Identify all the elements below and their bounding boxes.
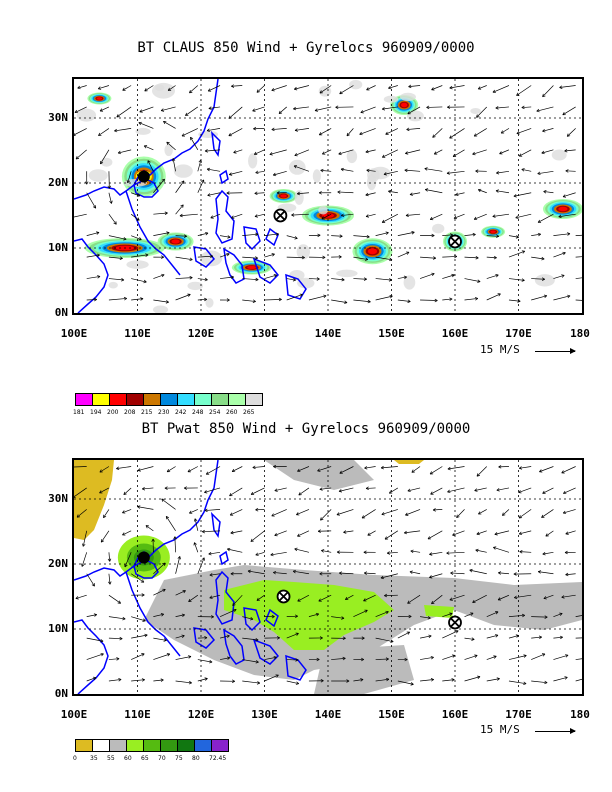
colorbar-swatch <box>228 393 246 406</box>
colorbar-label: 181 <box>73 409 85 416</box>
x-tick-label: 130E <box>251 327 278 340</box>
colorbar-swatch <box>143 393 161 406</box>
colorbar-label: 65 <box>141 755 149 762</box>
x-tick-label: 130E <box>251 708 278 721</box>
wind-vectors <box>74 84 582 304</box>
x-tick-label: 160E <box>441 327 469 340</box>
colorbar-swatch <box>194 739 212 752</box>
panel-2-title: BT Pwat 850 Wind + Gyrelocs 960909/0000 <box>141 421 471 437</box>
colorbar-label: 60 <box>124 755 132 762</box>
y-tick-label: 20N <box>48 176 68 189</box>
colorbar-swatch <box>109 393 127 406</box>
colorbar-swatch <box>126 739 144 752</box>
x-tick-label: 110E <box>124 327 151 340</box>
colorbar-swatch <box>92 739 110 752</box>
x-tick-label: 150E <box>378 708 405 721</box>
x-tick-label: 180 <box>570 708 590 721</box>
panel-1-unit-arrow <box>535 348 576 354</box>
wind-vectors <box>74 464 582 686</box>
gyre-cross-marker <box>448 615 462 630</box>
x-tick-label: 120E <box>187 327 215 340</box>
panel-1-unit-label: 15 M/S <box>480 343 520 356</box>
colorbar-swatch <box>160 393 178 406</box>
claus-map-panel <box>72 77 584 315</box>
colorbar-label: 72.45 <box>209 755 227 762</box>
y-tick-label: 0N <box>54 306 68 319</box>
x-tick-label: 100E <box>60 327 88 340</box>
x-tick-label: 170E <box>505 708 532 721</box>
colorbar-label: 194 <box>90 409 102 416</box>
panel-2-colorbar <box>75 739 229 752</box>
pwat-map-canvas <box>74 460 582 694</box>
colorbar-label: 0 <box>73 755 77 762</box>
colorbar-label: 248 <box>192 409 204 416</box>
colorbar-label: 75 <box>175 755 183 762</box>
x-tick-label: 160E <box>441 708 469 721</box>
colorbar-label: 55 <box>107 755 115 762</box>
claus-map-canvas <box>74 79 582 313</box>
colorbar-swatch <box>109 739 127 752</box>
y-tick-label: 20N <box>48 557 68 570</box>
y-tick-label: 10N <box>48 241 68 254</box>
panel-1-title: BT CLAUS 850 Wind + Gyrelocs 960909/0000 <box>137 40 475 56</box>
colorbar-swatch <box>160 739 178 752</box>
colorbar-label: 260 <box>226 409 238 416</box>
x-tick-label: 120E <box>187 708 215 721</box>
colorbar-swatch <box>177 393 195 406</box>
x-tick-label: 140E <box>314 327 342 340</box>
colorbar-label: 230 <box>158 409 170 416</box>
gyre-cross-marker <box>448 234 462 249</box>
colorbar-label: 215 <box>141 409 153 416</box>
colorbar-swatch <box>194 393 212 406</box>
colorbar-swatch <box>211 393 229 406</box>
colorbar-label: 265 <box>243 409 255 416</box>
y-tick-label: 0N <box>54 687 68 700</box>
panel-2-unit-label: 15 M/S <box>480 723 520 736</box>
pwat-map-panel <box>72 458 584 696</box>
panel-2-unit-arrow <box>535 728 576 734</box>
colorbar-label: 254 <box>209 409 221 416</box>
x-tick-label: 180 <box>570 327 590 340</box>
colorbar-swatch <box>143 739 161 752</box>
colorbar-swatch <box>177 739 195 752</box>
colorbar-swatch <box>92 393 110 406</box>
colorbar-label: 208 <box>124 409 136 416</box>
colorbar-swatch <box>75 739 93 752</box>
colorbar-swatch <box>245 393 263 406</box>
gyre-cross-marker <box>276 589 291 604</box>
colorbar-swatch <box>211 739 229 752</box>
x-tick-label: 100E <box>60 708 88 721</box>
gyre-filled-marker <box>137 170 150 183</box>
colorbar-label: 242 <box>175 409 187 416</box>
gyre-cross-marker <box>273 208 288 223</box>
y-tick-label: 30N <box>48 111 68 124</box>
colorbar-swatch <box>126 393 144 406</box>
x-tick-label: 140E <box>314 708 342 721</box>
colorbar-swatch <box>75 393 93 406</box>
colorbar-label: 200 <box>107 409 119 416</box>
colorbar-label: 35 <box>90 755 98 762</box>
panel-1-colorbar <box>75 393 263 406</box>
x-tick-label: 110E <box>124 708 151 721</box>
x-tick-label: 150E <box>378 327 405 340</box>
x-tick-label: 170E <box>505 327 532 340</box>
y-tick-label: 30N <box>48 492 68 505</box>
map-layer <box>74 460 582 694</box>
colorbar-label: 70 <box>158 755 166 762</box>
gyre-filled-marker <box>137 551 150 564</box>
y-tick-label: 10N <box>48 622 68 635</box>
colorbar-label: 80 <box>192 755 200 762</box>
